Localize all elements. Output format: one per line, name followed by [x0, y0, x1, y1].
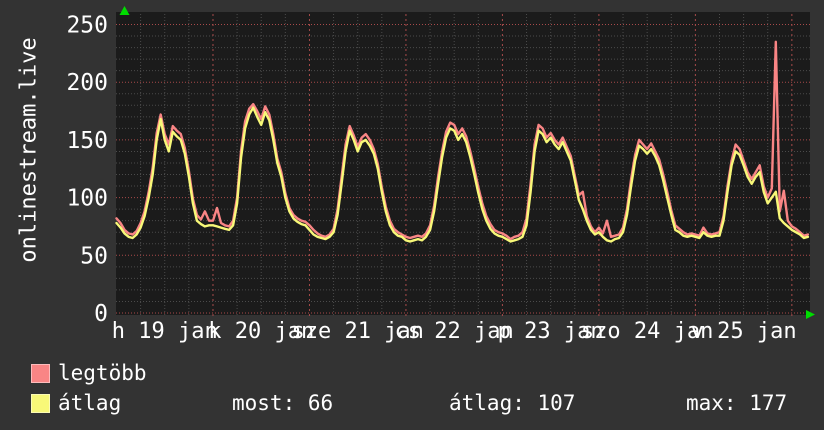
atlag-line — [115, 106, 810, 243]
y-tick-label: 150 — [66, 128, 108, 154]
series-lines — [115, 40, 810, 243]
stat-max: max: 177 — [686, 391, 788, 415]
y-tick-label: 0 — [94, 301, 108, 327]
x-tick-label: szo 24 jan — [581, 319, 713, 344]
legend-label-atlag: átlag — [58, 391, 122, 415]
axis-arrows — [119, 6, 815, 319]
minor-gridlines — [116, 14, 810, 317]
x-tick-label: sze 21 jan — [291, 319, 423, 344]
x-tick-label: v 25 jan — [691, 319, 797, 344]
y-tick-label: 100 — [66, 186, 108, 212]
legend-swatch-atlag — [31, 394, 50, 413]
legend-label-legtobb: legtöbb — [58, 361, 147, 385]
x-tick-label: k 20 jan — [208, 319, 314, 344]
plot-background — [116, 12, 810, 315]
major-gridlines — [116, 14, 810, 318]
x-tick-label: p 23 jan — [498, 319, 604, 344]
x-tick-label: h 19 jan — [112, 319, 218, 344]
y-tick-label: 50 — [80, 243, 108, 269]
legend-swatch-legtobb — [31, 364, 50, 383]
stat-atlag: átlag: 107 — [449, 391, 576, 415]
y-axis-arrow — [119, 6, 130, 15]
x-axis-arrow — [806, 310, 815, 319]
stat-most: most: 66 — [232, 391, 334, 415]
y-tick-label: 250 — [66, 13, 108, 39]
legtobb-line — [115, 40, 810, 241]
y-tick-label: 200 — [66, 70, 108, 96]
y-axis-labels: 0 50 100 150 200 250 — [66, 13, 108, 328]
x-tick-label: cs 22 jan — [395, 319, 514, 344]
